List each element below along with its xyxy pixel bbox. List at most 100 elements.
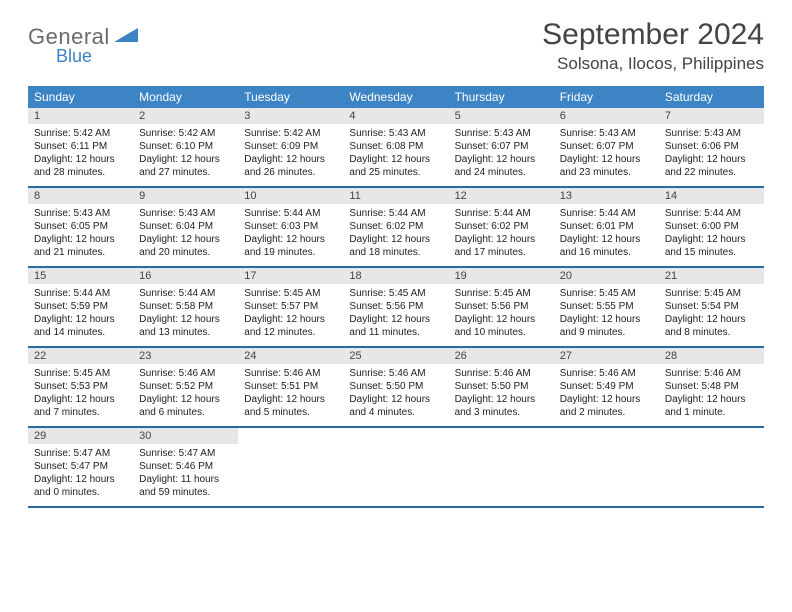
cell-line: Sunset: 5:54 PM: [665, 300, 758, 313]
calendar-cell: 17Sunrise: 5:45 AMSunset: 5:57 PMDayligh…: [238, 268, 343, 346]
day-header: Friday: [554, 86, 659, 108]
cell-body: Sunrise: 5:46 AMSunset: 5:51 PMDaylight:…: [238, 364, 343, 425]
calendar-cell: 27Sunrise: 5:46 AMSunset: 5:49 PMDayligh…: [554, 348, 659, 426]
day-header: Wednesday: [343, 86, 448, 108]
cell-line: and 27 minutes.: [139, 166, 232, 179]
calendar-week: 15Sunrise: 5:44 AMSunset: 5:59 PMDayligh…: [28, 268, 764, 348]
day-number: 29: [28, 428, 133, 444]
day-number: 20: [554, 268, 659, 284]
calendar-cell: 7Sunrise: 5:43 AMSunset: 6:06 PMDaylight…: [659, 108, 764, 186]
cell-line: Sunset: 6:04 PM: [139, 220, 232, 233]
cell-body: Sunrise: 5:46 AMSunset: 5:50 PMDaylight:…: [449, 364, 554, 425]
cell-line: and 26 minutes.: [244, 166, 337, 179]
day-number: 26: [449, 348, 554, 364]
day-header: Thursday: [449, 86, 554, 108]
cell-line: and 22 minutes.: [665, 166, 758, 179]
cell-line: and 6 minutes.: [139, 406, 232, 419]
cell-line: Sunset: 6:10 PM: [139, 140, 232, 153]
cell-body: Sunrise: 5:44 AMSunset: 6:01 PMDaylight:…: [554, 204, 659, 265]
cell-line: and 18 minutes.: [349, 246, 442, 259]
cell-line: Sunrise: 5:44 AM: [34, 287, 127, 300]
cell-line: Sunset: 5:47 PM: [34, 460, 127, 473]
calendar-cell: 25Sunrise: 5:46 AMSunset: 5:50 PMDayligh…: [343, 348, 448, 426]
day-number: 12: [449, 188, 554, 204]
calendar-cell: 19Sunrise: 5:45 AMSunset: 5:56 PMDayligh…: [449, 268, 554, 346]
cell-line: Sunrise: 5:46 AM: [665, 367, 758, 380]
cell-line: and 17 minutes.: [455, 246, 548, 259]
cell-line: and 15 minutes.: [665, 246, 758, 259]
calendar-cell: 20Sunrise: 5:45 AMSunset: 5:55 PMDayligh…: [554, 268, 659, 346]
day-header: Saturday: [659, 86, 764, 108]
cell-line: and 1 minute.: [665, 406, 758, 419]
cell-line: Daylight: 12 hours: [34, 473, 127, 486]
day-number: 30: [133, 428, 238, 444]
calendar-cell: 9Sunrise: 5:43 AMSunset: 6:04 PMDaylight…: [133, 188, 238, 266]
cell-line: and 16 minutes.: [560, 246, 653, 259]
cell-body: Sunrise: 5:46 AMSunset: 5:48 PMDaylight:…: [659, 364, 764, 425]
calendar-weeks: 1Sunrise: 5:42 AMSunset: 6:11 PMDaylight…: [28, 108, 764, 508]
cell-body: Sunrise: 5:43 AMSunset: 6:07 PMDaylight:…: [554, 124, 659, 185]
calendar-cell: 15Sunrise: 5:44 AMSunset: 5:59 PMDayligh…: [28, 268, 133, 346]
cell-line: Sunset: 5:53 PM: [34, 380, 127, 393]
cell-line: Sunrise: 5:45 AM: [349, 287, 442, 300]
cell-line: Daylight: 12 hours: [244, 313, 337, 326]
cell-line: and 9 minutes.: [560, 326, 653, 339]
calendar-cell: 5Sunrise: 5:43 AMSunset: 6:07 PMDaylight…: [449, 108, 554, 186]
cell-line: Sunset: 6:09 PM: [244, 140, 337, 153]
calendar-cell: 30Sunrise: 5:47 AMSunset: 5:46 PMDayligh…: [133, 428, 238, 506]
day-header: Monday: [133, 86, 238, 108]
cell-line: and 5 minutes.: [244, 406, 337, 419]
cell-line: Sunset: 6:07 PM: [560, 140, 653, 153]
cell-body: Sunrise: 5:44 AMSunset: 5:59 PMDaylight:…: [28, 284, 133, 345]
calendar-cell-empty: [659, 428, 764, 506]
header: General Blue September 2024 Solsona, Ilo…: [28, 18, 764, 74]
cell-line: Sunrise: 5:45 AM: [34, 367, 127, 380]
cell-line: Sunset: 6:01 PM: [560, 220, 653, 233]
day-number: 19: [449, 268, 554, 284]
cell-line: Sunrise: 5:46 AM: [244, 367, 337, 380]
cell-line: Sunrise: 5:42 AM: [244, 127, 337, 140]
cell-line: Sunrise: 5:44 AM: [244, 207, 337, 220]
cell-line: and 21 minutes.: [34, 246, 127, 259]
cell-line: Sunrise: 5:47 AM: [139, 447, 232, 460]
cell-line: Sunrise: 5:43 AM: [139, 207, 232, 220]
cell-line: Daylight: 12 hours: [560, 393, 653, 406]
cell-line: Sunrise: 5:46 AM: [139, 367, 232, 380]
calendar-week: 8Sunrise: 5:43 AMSunset: 6:05 PMDaylight…: [28, 188, 764, 268]
calendar-cell-empty: [343, 428, 448, 506]
cell-line: Sunset: 5:55 PM: [560, 300, 653, 313]
cell-line: Sunrise: 5:44 AM: [139, 287, 232, 300]
cell-line: Sunrise: 5:45 AM: [560, 287, 653, 300]
cell-body: Sunrise: 5:44 AMSunset: 5:58 PMDaylight:…: [133, 284, 238, 345]
calendar-cell: 14Sunrise: 5:44 AMSunset: 6:00 PMDayligh…: [659, 188, 764, 266]
calendar-cell: 28Sunrise: 5:46 AMSunset: 5:48 PMDayligh…: [659, 348, 764, 426]
calendar-cell: 3Sunrise: 5:42 AMSunset: 6:09 PMDaylight…: [238, 108, 343, 186]
cell-line: Daylight: 12 hours: [455, 313, 548, 326]
cell-line: Sunrise: 5:43 AM: [455, 127, 548, 140]
cell-body: Sunrise: 5:43 AMSunset: 6:04 PMDaylight:…: [133, 204, 238, 265]
cell-body: Sunrise: 5:43 AMSunset: 6:07 PMDaylight:…: [449, 124, 554, 185]
day-number: 22: [28, 348, 133, 364]
cell-line: Sunset: 6:06 PM: [665, 140, 758, 153]
cell-line: Daylight: 11 hours: [139, 473, 232, 486]
calendar-week: 29Sunrise: 5:47 AMSunset: 5:47 PMDayligh…: [28, 428, 764, 508]
day-number: 3: [238, 108, 343, 124]
cell-line: Daylight: 12 hours: [244, 393, 337, 406]
cell-body: Sunrise: 5:42 AMSunset: 6:09 PMDaylight:…: [238, 124, 343, 185]
cell-line: Sunrise: 5:43 AM: [665, 127, 758, 140]
calendar-cell: 4Sunrise: 5:43 AMSunset: 6:08 PMDaylight…: [343, 108, 448, 186]
cell-line: and 0 minutes.: [34, 486, 127, 499]
day-number: 27: [554, 348, 659, 364]
day-number: 25: [343, 348, 448, 364]
cell-body: Sunrise: 5:45 AMSunset: 5:54 PMDaylight:…: [659, 284, 764, 345]
cell-line: Sunset: 6:08 PM: [349, 140, 442, 153]
cell-line: Daylight: 12 hours: [455, 153, 548, 166]
cell-line: Sunrise: 5:47 AM: [34, 447, 127, 460]
calendar-cell: 12Sunrise: 5:44 AMSunset: 6:02 PMDayligh…: [449, 188, 554, 266]
calendar-cell: 11Sunrise: 5:44 AMSunset: 6:02 PMDayligh…: [343, 188, 448, 266]
cell-line: Sunrise: 5:44 AM: [665, 207, 758, 220]
day-number: 8: [28, 188, 133, 204]
cell-line: Daylight: 12 hours: [665, 313, 758, 326]
day-number: 14: [659, 188, 764, 204]
calendar-cell: 13Sunrise: 5:44 AMSunset: 6:01 PMDayligh…: [554, 188, 659, 266]
